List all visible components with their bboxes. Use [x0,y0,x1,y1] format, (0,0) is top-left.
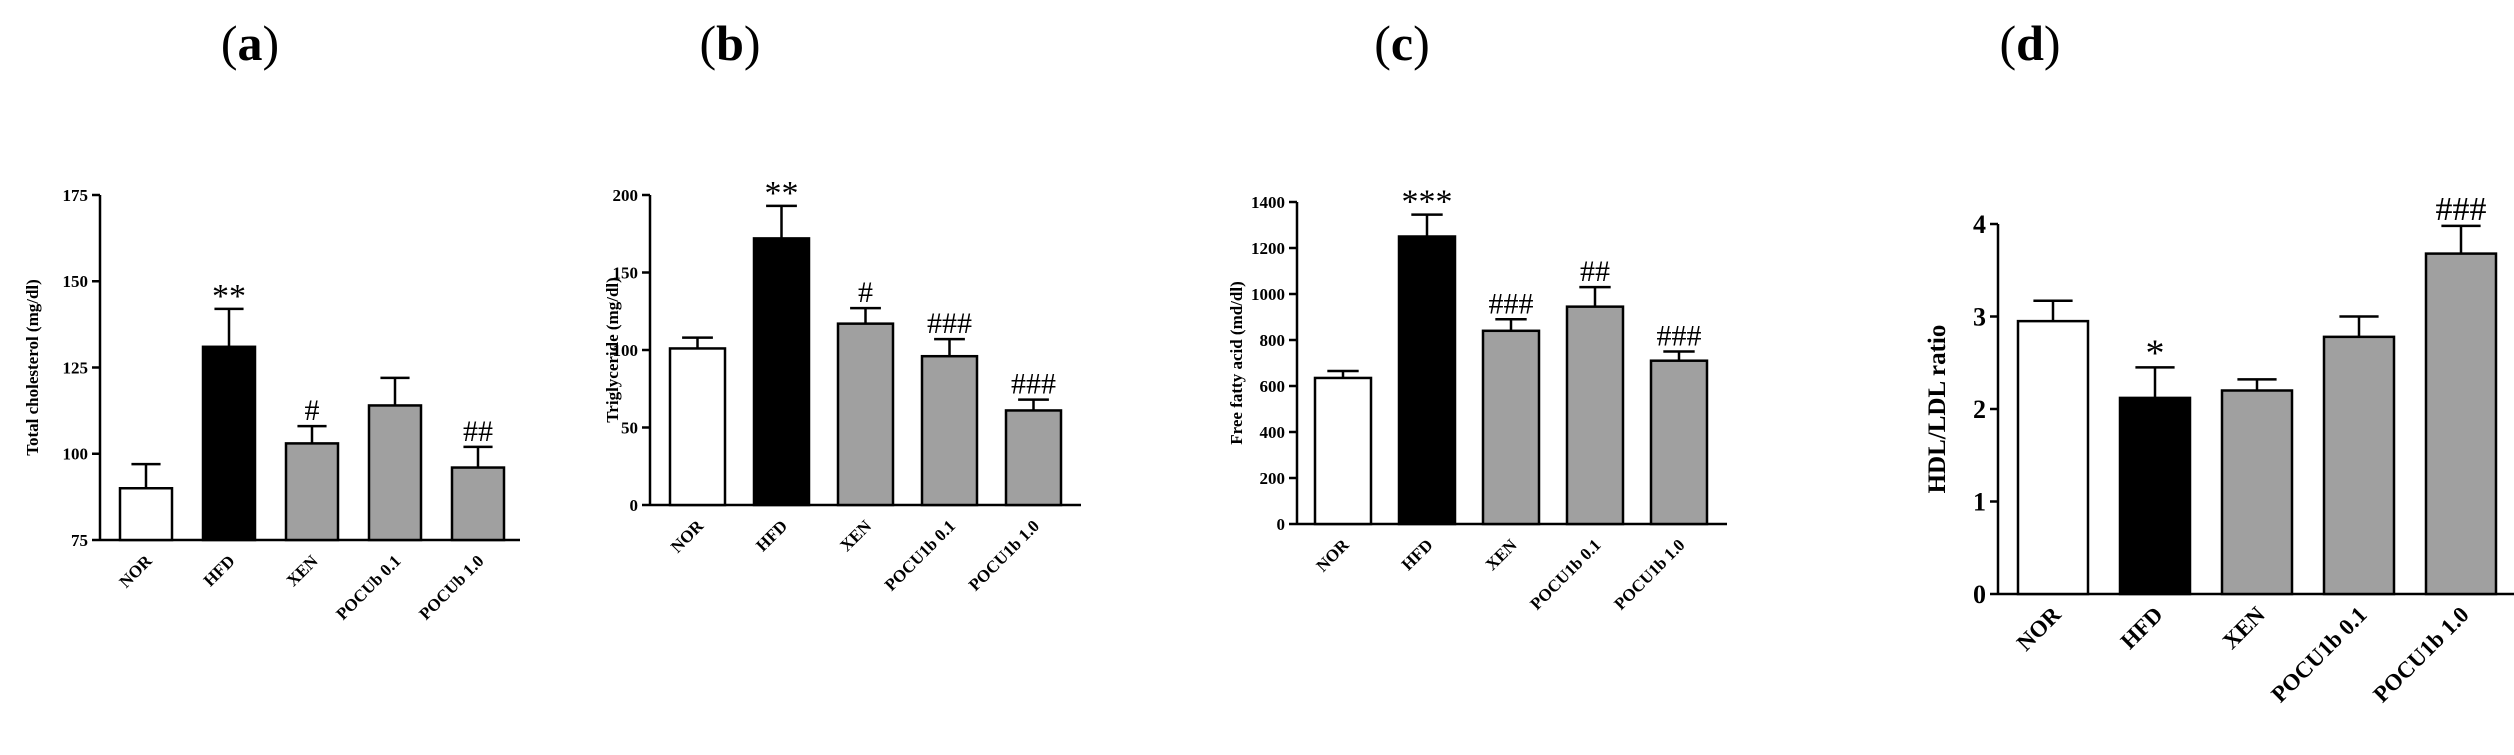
x-tick-label: POCUb 1.0 [415,551,487,623]
bar-hfd [1397,235,1457,526]
y-tick-label: 1400 [1251,193,1285,212]
y-axis-label: Free fatty acid (md/dl) [1227,281,1246,445]
significance-mark: ## [1580,255,1610,288]
significance-mark: ### [927,307,972,340]
x-tick-label: HFD [752,516,791,555]
y-axis-label: Total cholesterol (mg/dl) [23,279,42,456]
y-tick-label: 150 [63,272,89,291]
significance-mark: ### [1489,287,1534,320]
y-tick-label: 100 [63,445,89,464]
significance-mark: ### [1011,368,1056,401]
x-tick-label: NOR [115,551,156,592]
bar-xen [284,442,340,542]
y-tick-label: 4 [1973,210,1986,239]
y-tick-label: 0 [630,496,639,515]
y-tick-label: 200 [1260,469,1286,488]
x-tick-label: POCU1b 1.0 [1610,535,1688,613]
bar-xen [836,322,895,507]
bar-hfd [201,345,257,542]
x-tick-label: POCU1b 1.0 [2368,602,2473,707]
x-tick-label: HFD [200,551,239,590]
y-tick-label: 1200 [1251,239,1285,258]
y-tick-label: 400 [1260,423,1286,442]
x-tick-label: XEN [2218,602,2270,654]
x-tick-label: POCU1b 0.1 [1526,535,1604,613]
x-tick-label: POCU1b 1.0 [965,516,1043,594]
bar-pocu1b-0-1 [2322,335,2396,596]
x-tick-label: POCUb 0.1 [332,551,404,623]
y-tick-label: 600 [1260,377,1286,396]
bar-hfd [2118,396,2192,596]
bar-nor [1313,376,1373,526]
y-tick-label: 50 [621,418,638,437]
y-tick-label: 150 [613,263,639,282]
y-tick-label: 175 [63,186,89,205]
significance-mark: ### [1657,320,1702,353]
y-tick-label: 0 [1277,515,1286,534]
y-axis-label: HDL/LDL ratio [1924,325,1951,494]
panel-a: (a) 75 100 125 150 175 Total cholesterol (mg/… [0,0,520,755]
bar-hfd [752,237,811,507]
panel-label-a: (a) [220,15,280,71]
x-tick-label: POCU1b 0.1 [2266,602,2371,707]
y-tick-label: 75 [71,531,88,550]
x-tick-label: XEN [1482,535,1521,574]
panel-label-d: (d) [1999,15,2061,71]
y-tick-label: 1000 [1251,285,1285,304]
chart-c: 0 200 400 600 800 1000 1200 1400 Free fatty acid… [1227,184,1727,614]
bar-pocu1b-1-0 [1004,409,1063,507]
x-tick-label: HFD [1398,535,1437,574]
y-tick-label: 3 [1973,303,1986,332]
x-tick-label: XEN [836,516,875,555]
y-tick-label: 125 [63,358,89,377]
significance-mark: ## [463,415,493,448]
significance-mark: ### [2436,191,2487,228]
y-tick-label: 2 [1973,395,1986,424]
significance-mark: ** [212,278,246,315]
bar-pocu1b-0-1 [1565,305,1625,526]
y-axis-label: Triglyceride (mg/dl) [603,277,622,423]
panel-label-c: (c) [1374,15,1430,71]
bar-pocu1b-1-0 [2424,252,2498,596]
panel-b: (b) 0 50 100 150 200 Triglyceride (mg/dl) NOR *… [580,0,1180,755]
bar-xen [1481,329,1541,526]
bar-nor [118,487,174,542]
y-tick-label: 200 [613,186,639,205]
significance-mark: # [305,394,320,427]
significance-mark: * [2146,332,2165,374]
bar-nor [668,347,727,507]
x-tick-label: NOR [1312,535,1353,576]
chart-a: 75 100 125 150 175 Total cholesterol (mg/dl) N… [23,186,520,624]
bar-nor [2016,319,2090,596]
panel-c: (c) 0 200 400 600 800 1000 1200 1400 Free fatty … [1210,0,1830,755]
y-tick-label: 1 [1973,488,1986,517]
x-tick-label: NOR [2012,602,2066,656]
significance-mark: ** [765,175,799,212]
y-tick-label: 100 [613,341,639,360]
panel-label-b: (b) [699,15,761,71]
panel-d: (d) 0 1 2 3 4 HDL/LDL ratio NOR * HFD XEN POCU1b 0… [1850,0,2514,755]
y-tick-label: 800 [1260,331,1286,350]
x-tick-label: XEN [283,551,322,590]
bar-pocu1b-1-0 [1649,359,1709,526]
bar-pocub-1-0 [450,466,506,542]
bar-pocub-0-1 [367,404,423,542]
x-tick-label: NOR [667,516,708,557]
bar-xen [2220,389,2294,596]
significance-mark: *** [1402,184,1453,221]
x-tick-label: HFD [2116,602,2168,654]
y-tick-label: 0 [1973,580,1986,609]
bar-pocu1b-0-1 [920,354,979,507]
significance-mark: # [858,276,873,309]
x-tick-label: POCU1b 0.1 [881,516,959,594]
chart-b: 0 50 100 150 200 Triglyceride (mg/dl) NOR ** HFD… [603,175,1081,595]
